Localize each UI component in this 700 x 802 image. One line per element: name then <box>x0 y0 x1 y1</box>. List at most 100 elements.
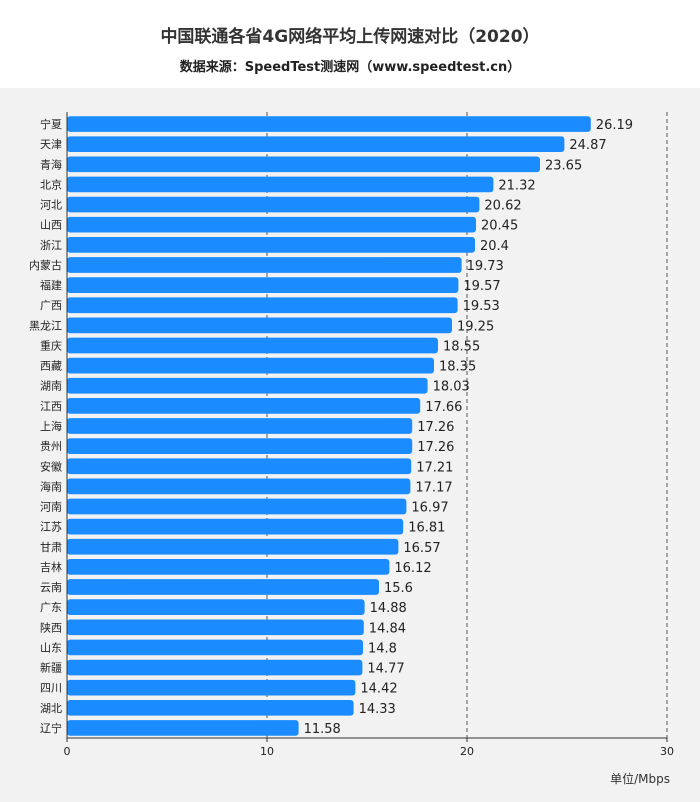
category-label: 西藏 <box>40 360 62 373</box>
bar <box>67 720 299 736</box>
bar <box>67 418 413 434</box>
value-label: 17.26 <box>417 420 454 435</box>
category-label: 辽宁 <box>40 721 62 735</box>
bar <box>67 116 591 132</box>
x-tick-label: 0 <box>64 745 71 758</box>
category-label: 甘肃 <box>40 541 62 554</box>
value-label: 16.81 <box>408 521 445 536</box>
bar <box>67 498 407 515</box>
value-label: 18.55 <box>443 339 480 354</box>
value-label: 14.42 <box>360 682 397 697</box>
bar <box>67 579 379 595</box>
category-label: 福建 <box>40 278 62 292</box>
category-label: 青海 <box>40 157 62 171</box>
category-label: 湖南 <box>40 380 62 393</box>
category-label: 江苏 <box>40 521 62 534</box>
category-label: 河南 <box>40 501 62 514</box>
category-label: 重庆 <box>40 338 62 352</box>
category-label: 海南 <box>40 479 62 493</box>
x-tick-label: 20 <box>460 745 474 758</box>
chart-title: 中国联通各省4G网络平均上传网速对比（2020） <box>160 27 540 47</box>
value-label: 17.26 <box>417 440 454 455</box>
value-label: 15.6 <box>384 581 413 596</box>
value-label: 20.45 <box>481 219 518 234</box>
value-label: 14.33 <box>359 702 396 717</box>
value-label: 14.8 <box>368 641 397 656</box>
bar <box>67 377 428 394</box>
value-label: 23.65 <box>545 158 582 173</box>
category-label: 广西 <box>40 299 62 312</box>
value-label: 19.25 <box>457 319 494 334</box>
value-label: 16.97 <box>411 501 448 516</box>
bar <box>67 156 540 173</box>
bar <box>67 518 404 535</box>
category-label: 天津 <box>40 138 62 151</box>
value-label: 18.03 <box>433 380 470 395</box>
bar <box>67 538 399 555</box>
bar <box>67 337 438 354</box>
category-label: 河北 <box>40 199 62 212</box>
category-label: 四川 <box>40 682 62 695</box>
value-label: 20.62 <box>484 199 521 214</box>
value-label: 21.32 <box>498 178 535 193</box>
bar <box>67 478 411 495</box>
value-label: 19.57 <box>463 279 500 294</box>
value-label: 17.66 <box>425 400 462 415</box>
value-label: 14.77 <box>367 662 404 677</box>
bar <box>67 639 363 656</box>
bar <box>67 619 364 636</box>
category-label: 黑龙江 <box>29 319 62 332</box>
category-label: 吉林 <box>40 560 62 574</box>
x-tick-label: 30 <box>660 745 674 758</box>
value-label: 19.73 <box>467 259 504 274</box>
category-label: 江西 <box>40 400 62 413</box>
bar <box>67 236 475 253</box>
bar <box>67 317 452 334</box>
category-label: 贵州 <box>40 440 62 453</box>
value-label: 20.4 <box>480 239 509 254</box>
value-label: 11.58 <box>304 722 341 737</box>
bar <box>67 438 413 454</box>
bar <box>67 216 476 233</box>
bar <box>67 679 356 696</box>
value-label: 19.53 <box>463 299 500 314</box>
value-label: 17.17 <box>415 480 452 495</box>
bar <box>67 398 421 414</box>
bar <box>67 559 390 575</box>
value-label: 16.12 <box>394 561 431 576</box>
bar <box>67 176 494 193</box>
category-label: 陕西 <box>40 620 62 634</box>
category-label: 浙江 <box>40 239 62 252</box>
category-label: 新疆 <box>40 661 62 675</box>
category-label: 山东 <box>40 641 62 654</box>
value-label: 18.35 <box>439 360 476 375</box>
category-label: 云南 <box>40 581 62 594</box>
category-label: 宁夏 <box>40 117 62 131</box>
bar <box>67 297 458 314</box>
category-label: 北京 <box>40 177 62 191</box>
category-label: 广东 <box>40 601 62 614</box>
value-label: 24.87 <box>569 138 606 153</box>
bar <box>67 699 354 716</box>
value-label: 17.21 <box>416 460 453 475</box>
value-label: 14.88 <box>370 601 407 616</box>
bar <box>67 357 434 374</box>
chart-subtitle: 数据来源：SpeedTest测速网（www.speedtest.cn） <box>179 60 521 75</box>
bar <box>67 257 462 273</box>
category-label: 湖北 <box>40 702 62 715</box>
bar <box>67 599 365 616</box>
category-label: 山西 <box>40 219 62 232</box>
unit-label: 单位/Mbps <box>610 772 670 786</box>
bar <box>67 659 363 676</box>
category-label: 安徽 <box>40 459 62 473</box>
bar <box>67 277 459 293</box>
bar <box>67 458 412 475</box>
bar <box>67 136 565 153</box>
x-tick-label: 10 <box>260 745 274 758</box>
category-label: 上海 <box>40 419 62 433</box>
category-label: 内蒙古 <box>29 258 62 272</box>
bar <box>67 196 480 213</box>
value-label: 14.84 <box>369 621 406 636</box>
value-label: 16.57 <box>403 541 440 556</box>
